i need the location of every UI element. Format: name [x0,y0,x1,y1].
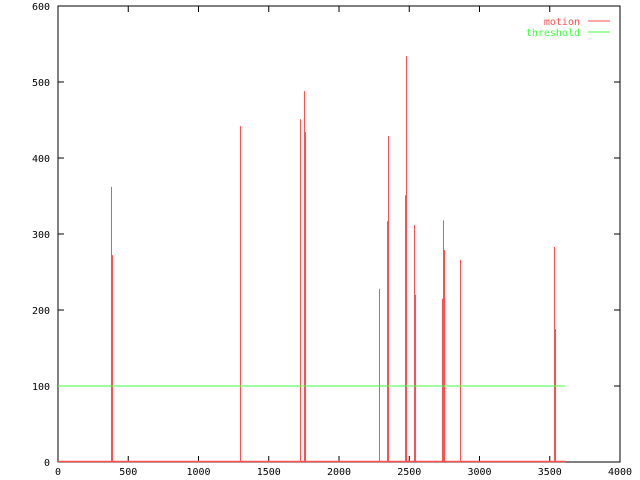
y-tick-label: 0 [44,458,50,469]
y-tick-label: 300 [32,230,50,241]
y-tick-label: 100 [32,382,50,393]
y-tick-label: 500 [32,78,50,89]
legend-label-threshold: threshold [526,28,580,39]
legend-label-motion: motion [544,17,580,28]
plot-frame [57,5,621,463]
x-tick-label: 1000 [186,467,210,478]
y-tick-label: 200 [32,306,50,317]
x-tick-label: 3000 [467,467,491,478]
y-tick-label: 400 [32,154,50,165]
x-tick-label: 0 [55,467,61,478]
x-tick-label: 3500 [538,467,562,478]
x-tick-label: 4000 [608,467,632,478]
x-tick-label: 2500 [397,467,421,478]
x-tick-label: 500 [119,467,137,478]
x-tick-label: 2000 [327,467,351,478]
x-tick-label: 1500 [257,467,281,478]
y-tick-label: 600 [32,2,50,13]
